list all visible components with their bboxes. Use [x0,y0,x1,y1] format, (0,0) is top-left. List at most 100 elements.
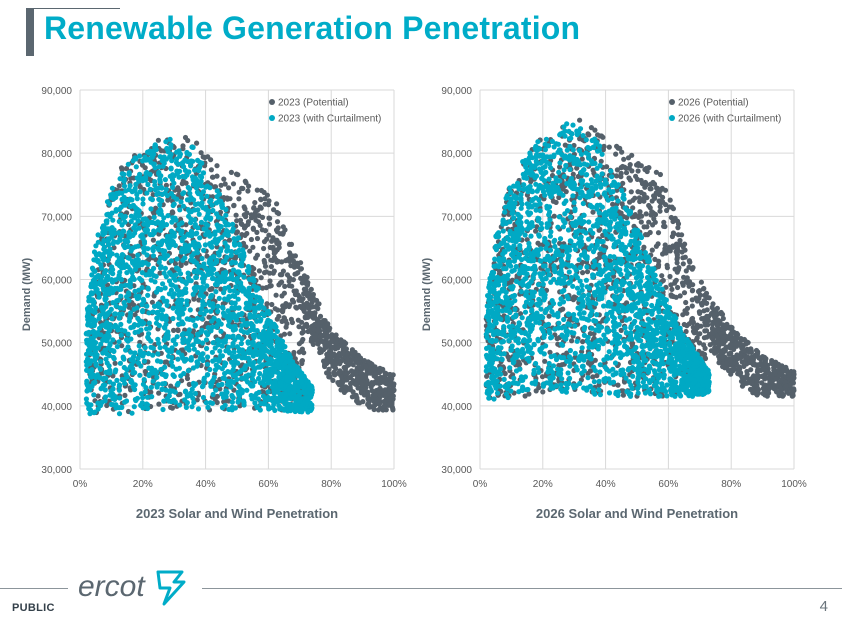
scatter-point [191,346,197,352]
scatter-point [284,369,291,375]
scatter-point [383,391,389,397]
scatter-point [159,247,165,254]
scatter-point [214,278,220,284]
scatter-point [126,255,132,261]
scatter-point [333,365,339,372]
scatter-point [257,222,263,228]
scatter-point [373,374,379,380]
scatter-point [87,411,93,417]
scatter-point [178,199,184,205]
scatter-point [218,246,224,252]
scatter-point [259,311,265,317]
scatter-point [381,403,387,409]
scatter-point [310,295,316,301]
scatter-point [136,343,142,349]
scatter-point [309,310,315,316]
scatter-point [210,207,216,214]
scatter-point [112,360,118,366]
scatter-point [155,309,161,315]
scatter-point [179,220,185,226]
scatter-point [158,366,164,373]
scatter-point [304,399,310,406]
scatter-point [288,263,294,269]
scatter-point [208,383,214,389]
scatter-point [253,217,259,223]
scatter-point [258,275,264,281]
scatter-point [164,298,170,304]
scatter-point [171,327,177,333]
scatter-point [274,339,280,345]
scatter-point [170,315,176,322]
scatter-point [170,184,176,190]
scatter-point [272,407,278,413]
scatter-point [194,140,200,146]
scatter-point [190,317,196,323]
scatter-point [243,180,249,186]
scatter-point [163,313,169,319]
scatter-point [111,348,117,354]
scatter-point [128,248,134,254]
scatter-point [150,378,156,384]
scatter-point [145,149,151,155]
x-tick-label: 60% [258,479,278,490]
scatter-point [618,170,624,176]
scatter-point [584,269,591,275]
scatter-point [141,298,147,304]
scatter-point [156,169,162,176]
scatter-point [156,401,162,407]
scatter-point [172,215,178,221]
scatter-point [274,247,280,253]
scatter-point [125,161,131,167]
scatter-point [290,258,296,264]
scatter-point [387,382,393,388]
scatter-point [145,292,151,298]
scatter-point [322,363,328,370]
scatter-point [239,390,245,396]
scatter-point [304,291,310,297]
scatter-point [138,327,144,333]
scatter-point [707,342,713,348]
scatter-point [287,250,293,256]
scatter-point [185,274,191,281]
scatter-point [165,197,171,203]
scatter-point [167,136,173,142]
scatter-point [157,179,163,185]
scatter-point [258,316,264,322]
scatter-point [272,306,278,312]
scatter-point [173,341,179,347]
scatter-point [107,214,113,220]
scatter-point [174,334,180,340]
scatter-point [161,337,167,343]
scatter-point [194,315,201,321]
scatter-point [173,284,179,290]
scatter-point [227,294,233,300]
scatter-point [86,304,93,310]
scatter-point [190,291,196,297]
scatter-point [198,354,204,360]
scatter-point [136,212,142,219]
scatter-point [232,304,238,310]
scatter-point [234,229,240,235]
scatter-point [186,151,192,157]
scatter-point [204,345,210,352]
scatter-point [244,320,250,326]
y-tick-label: 60,000 [41,276,72,287]
scatter-point [648,181,654,187]
scatter-point [312,334,318,340]
scatter-point [387,401,393,407]
scatter-point [280,230,286,236]
scatter-point [241,204,247,210]
scatter-point [228,384,234,390]
scatter-point [234,344,240,350]
scatter-point [251,314,257,320]
scatter-point [93,305,99,311]
scatter-point [243,223,249,229]
scatter-point [124,367,130,373]
scatter-point [540,389,546,395]
scatter-point [229,353,236,360]
scatter-point [218,328,224,334]
scatter-point [157,270,163,276]
scatter-point [119,167,125,173]
scatter-point [296,349,302,355]
scatter-point [343,359,349,365]
